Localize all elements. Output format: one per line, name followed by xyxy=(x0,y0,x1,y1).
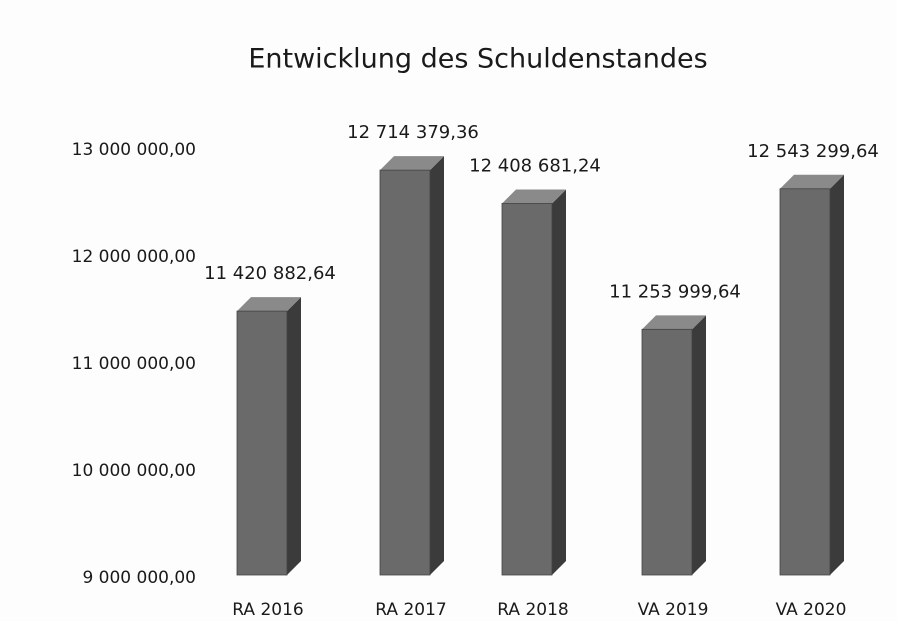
data-label: 12 543 299,64 xyxy=(747,141,879,162)
x-tick-label: RA 2016 xyxy=(232,600,303,620)
bar-top xyxy=(380,156,444,171)
y-tick-label: 13 000 000,00 xyxy=(72,140,196,160)
bar xyxy=(641,315,706,576)
bar-side xyxy=(692,315,706,575)
data-label: 12 408 681,24 xyxy=(469,155,601,176)
bar-top xyxy=(642,315,706,330)
bar xyxy=(501,189,566,576)
y-tick-label: 12 000 000,00 xyxy=(72,247,196,267)
data-label: 11 253 999,64 xyxy=(609,281,741,302)
bar-top xyxy=(237,297,301,312)
bar-side xyxy=(430,156,444,576)
x-tick-label: RA 2017 xyxy=(375,600,446,620)
x-tick-label: RA 2018 xyxy=(497,600,568,620)
bar-front xyxy=(236,310,288,576)
x-tick-label: VA 2019 xyxy=(638,600,709,620)
bar xyxy=(779,174,844,576)
bar-top xyxy=(780,174,844,189)
y-tick-label: 11 000 000,00 xyxy=(72,354,196,374)
data-label: 11 420 882,64 xyxy=(204,263,336,284)
bar xyxy=(379,156,444,576)
x-tick-label: VA 2020 xyxy=(776,600,847,620)
data-label: 12 714 379,36 xyxy=(347,122,479,143)
bar-front xyxy=(641,328,693,576)
y-tick-label: 10 000 000,00 xyxy=(72,461,196,481)
chart-title: Entwicklung des Schuldenstandes xyxy=(248,44,707,75)
bar-front xyxy=(379,169,431,576)
bar xyxy=(236,297,301,576)
bar-side xyxy=(287,297,301,575)
y-tick-label: 9 000 000,00 xyxy=(82,568,196,588)
bar-front xyxy=(779,188,831,576)
bar-top xyxy=(502,189,566,204)
bar-side xyxy=(552,189,566,576)
bar-front xyxy=(501,203,553,576)
bar-side xyxy=(830,174,844,575)
